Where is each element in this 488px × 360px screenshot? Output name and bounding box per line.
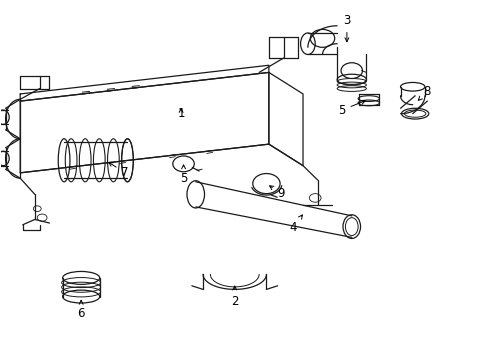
Text: 7: 7 [108,162,128,179]
Text: 6: 6 [77,300,85,320]
Text: 1: 1 [177,107,184,120]
Text: 8: 8 [418,85,430,100]
Ellipse shape [0,151,9,166]
Text: 9: 9 [269,186,284,200]
Text: 2: 2 [230,286,238,308]
Text: 5: 5 [338,100,365,117]
Text: 5: 5 [180,165,187,185]
Ellipse shape [0,110,9,125]
Text: 4: 4 [289,215,302,234]
Text: 3: 3 [343,14,350,42]
